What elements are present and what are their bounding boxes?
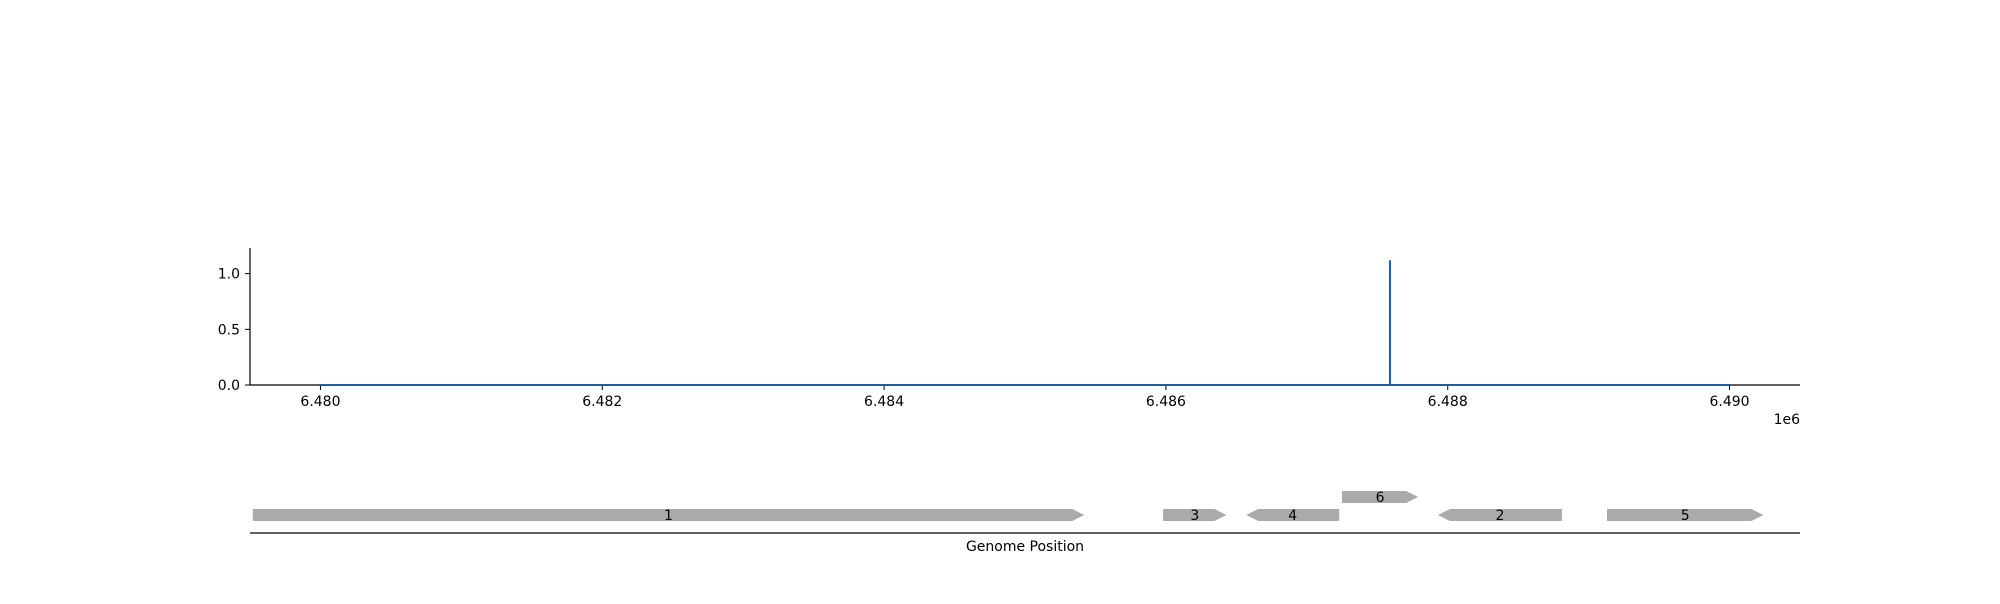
gene-arrow [1246,509,1340,521]
gene-arrow [1163,509,1227,521]
coverage-series-line [320,260,1730,386]
coverage-axes: 0.0 0.5 1.0 6.480 6.482 6.484 6.486 6.488 6.490 1… [218,248,1800,428]
x-tick-label: 6.486 [1146,394,1186,410]
gene-arrow [1437,509,1562,521]
x-axis-label: Genome Position [966,539,1084,555]
x-tick-label: 6.480 [300,394,340,410]
gene-arrow [252,509,1085,521]
y-tick-label: 0.0 [218,378,240,394]
x-tick-label: 6.488 [1428,394,1468,410]
x-offset-label: 1e6 [1774,412,1801,428]
x-tick-label: 6.484 [864,394,904,410]
gene-label: 1 [664,508,673,524]
y-tick-label: 0.5 [218,322,240,338]
gene-arrow [1607,509,1764,521]
x-tick-label: 6.482 [582,394,622,410]
gene-label: 5 [1681,508,1690,524]
gene-track: 1 3 4 6 2 5 Genome Position [250,490,1800,555]
y-tick-label: 1.0 [218,267,240,283]
gene-label: 2 [1495,508,1504,524]
gene-label: 4 [1288,508,1297,524]
gene-label: 3 [1190,508,1199,524]
x-tick-label: 6.490 [1709,394,1749,410]
gene-arrow [1342,491,1419,503]
gene-label: 6 [1376,490,1385,506]
